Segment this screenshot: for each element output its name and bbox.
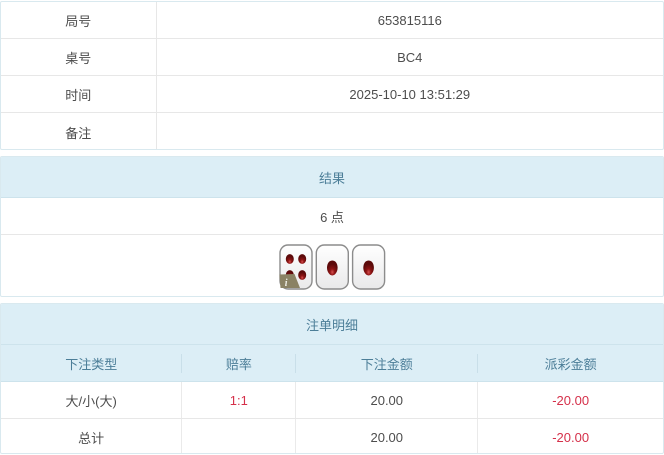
svg-text:i: i: [284, 277, 287, 288]
